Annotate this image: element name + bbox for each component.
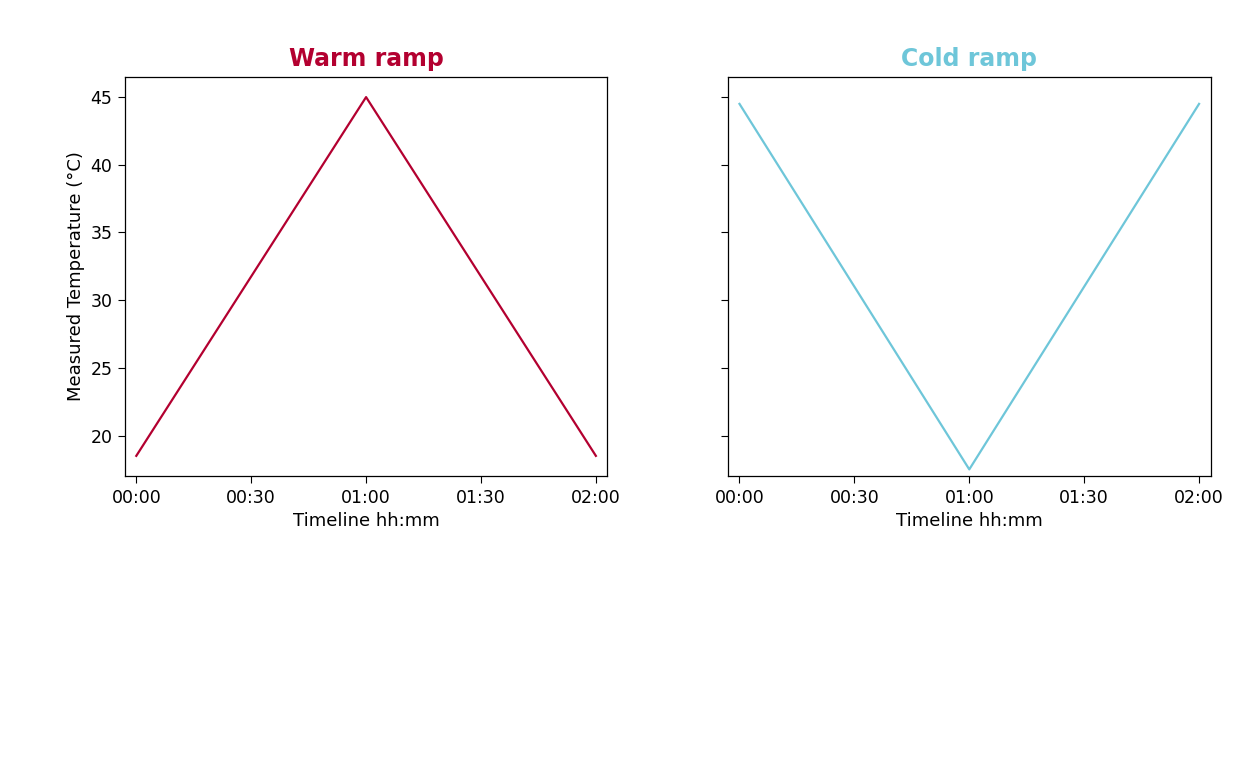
- X-axis label: Timeline hh:mm: Timeline hh:mm: [293, 512, 439, 530]
- Title: Warm ramp: Warm ramp: [288, 47, 443, 71]
- Y-axis label: Measured Temperature (°C): Measured Temperature (°C): [66, 151, 85, 402]
- X-axis label: Timeline hh:mm: Timeline hh:mm: [896, 512, 1042, 530]
- Title: Cold ramp: Cold ramp: [901, 47, 1037, 71]
